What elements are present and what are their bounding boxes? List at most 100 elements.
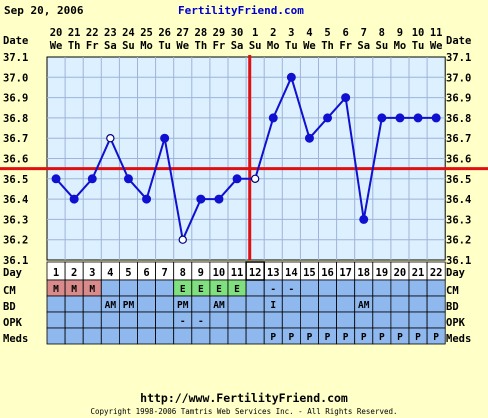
opk-cell: - bbox=[180, 316, 186, 327]
cm-row-label-right: CM bbox=[446, 285, 459, 297]
bd-cell-bg bbox=[64, 295, 84, 313]
temperature-point-open bbox=[250, 174, 260, 183]
y-tick-label-right: 36.8 bbox=[446, 113, 471, 125]
cm-cell-bg bbox=[354, 279, 374, 297]
weekday-label: Mo bbox=[140, 40, 153, 52]
meds-cell: P bbox=[288, 332, 294, 343]
opk-cell-bg bbox=[354, 311, 374, 329]
y-tick-label-left: 36.1 bbox=[3, 255, 28, 267]
meds-cell-bg bbox=[227, 327, 247, 345]
temperature-point-open bbox=[178, 235, 187, 244]
meds-cell: P bbox=[433, 332, 439, 343]
opk-cell-bg bbox=[209, 311, 229, 329]
cm-cell-bg bbox=[119, 279, 138, 297]
opk-cell-bg bbox=[82, 311, 102, 329]
day-row-label-left: Day bbox=[3, 267, 23, 279]
bd-cell-bg bbox=[318, 295, 338, 313]
weekday-label: Tu bbox=[412, 40, 425, 52]
meds-cell: P bbox=[325, 332, 331, 343]
weekday-label: We bbox=[303, 40, 316, 52]
date-label: 29 bbox=[213, 27, 226, 39]
date-label: 7 bbox=[361, 27, 367, 39]
footer-copyright: Copyright 1998-2006 Tamtris Web Services… bbox=[90, 407, 397, 416]
temperature-point bbox=[160, 133, 170, 143]
ovulation-day-highlight bbox=[245, 261, 265, 281]
cm-cell: M bbox=[89, 284, 95, 295]
opk-cell-bg bbox=[227, 311, 247, 329]
bd-cell-bg bbox=[227, 295, 247, 313]
date-label: 1 bbox=[252, 27, 258, 39]
brand-title: FertilityFriend.com bbox=[178, 4, 304, 17]
temperature-point bbox=[304, 133, 314, 143]
weekday-label: Th bbox=[195, 40, 208, 52]
bd-cell-bg bbox=[372, 295, 392, 313]
opk-cell: - bbox=[198, 316, 204, 327]
cm-cell-bg bbox=[137, 279, 157, 297]
cm-row-label-left: CM bbox=[3, 285, 16, 297]
date-label: 5 bbox=[324, 27, 330, 39]
bd-cell: PM bbox=[123, 300, 135, 311]
cm-cell: M bbox=[71, 284, 77, 295]
opk-cell-bg bbox=[390, 311, 410, 329]
date-label: 30 bbox=[231, 27, 244, 39]
bd-cell-bg bbox=[245, 295, 265, 313]
temperature-point bbox=[196, 194, 206, 204]
bd-row-label-right: BD bbox=[446, 301, 459, 313]
weekday-label: Tu bbox=[158, 40, 171, 52]
day-cell: 17 bbox=[339, 267, 352, 279]
y-tick-label-left: 36.9 bbox=[3, 93, 28, 105]
day-cell: 14 bbox=[285, 267, 298, 279]
y-tick-label-left: 36.7 bbox=[3, 133, 28, 145]
day-cell: 20 bbox=[394, 267, 407, 279]
temperature-point bbox=[395, 113, 405, 123]
y-tick-label-left: 37.1 bbox=[3, 52, 28, 64]
bd-cell-bg bbox=[137, 295, 157, 313]
meds-cell: P bbox=[270, 332, 276, 343]
bd-cell-bg bbox=[191, 295, 211, 313]
bd-cell: I bbox=[270, 300, 276, 311]
weekday-label: Fr bbox=[213, 40, 226, 52]
y-tick-label-right: 36.9 bbox=[446, 93, 471, 105]
y-tick-label-right: 36.6 bbox=[446, 154, 471, 166]
meds-cell: P bbox=[343, 332, 349, 343]
y-tick-label-left: 36.6 bbox=[3, 154, 28, 166]
day-cell: 19 bbox=[376, 267, 389, 279]
weekday-label: Su bbox=[376, 40, 389, 52]
day-cell: 2 bbox=[71, 267, 77, 279]
opk-cell-bg bbox=[372, 311, 392, 329]
opk-cell-bg bbox=[100, 311, 120, 329]
temperature-point bbox=[142, 194, 152, 204]
date-label: 21 bbox=[68, 27, 81, 39]
date-label: 27 bbox=[176, 27, 189, 39]
meds-cell-bg bbox=[46, 327, 66, 345]
temperature-point bbox=[268, 113, 278, 123]
bd-cell-bg bbox=[336, 295, 356, 313]
day-cell: 1 bbox=[53, 267, 59, 279]
temperature-line bbox=[55, 74, 437, 244]
bd-cell-bg bbox=[390, 295, 410, 313]
weekday-label: Th bbox=[321, 40, 334, 52]
meds-cell-bg bbox=[173, 327, 193, 345]
weekday-label: Su bbox=[249, 40, 262, 52]
meds-cell-bg bbox=[155, 327, 175, 345]
opk-cell-bg bbox=[299, 311, 319, 329]
meds-cell-bg bbox=[209, 327, 229, 345]
cm-cell-bg bbox=[372, 279, 392, 297]
bd-cell-bg bbox=[426, 295, 446, 313]
y-tick-label-right: 36.1 bbox=[446, 255, 471, 267]
date-label: 24 bbox=[122, 27, 135, 39]
meds-cell-bg bbox=[137, 327, 157, 345]
meds-cell: P bbox=[307, 332, 313, 343]
footer-url[interactable]: http://www.FertilityFriend.com bbox=[140, 391, 348, 405]
day-cell: 10 bbox=[213, 267, 226, 279]
temperature-point bbox=[431, 113, 441, 123]
y-tick-label-left: 36.3 bbox=[3, 214, 28, 226]
temperature-point bbox=[286, 72, 296, 82]
day-cell: 15 bbox=[303, 267, 316, 279]
opk-cell-bg bbox=[119, 311, 138, 329]
bd-cell: PM bbox=[177, 300, 189, 311]
date-label: 9 bbox=[397, 27, 403, 39]
y-tick-label-left: 37.0 bbox=[3, 72, 28, 84]
date-row-label-right: Date bbox=[446, 35, 471, 47]
